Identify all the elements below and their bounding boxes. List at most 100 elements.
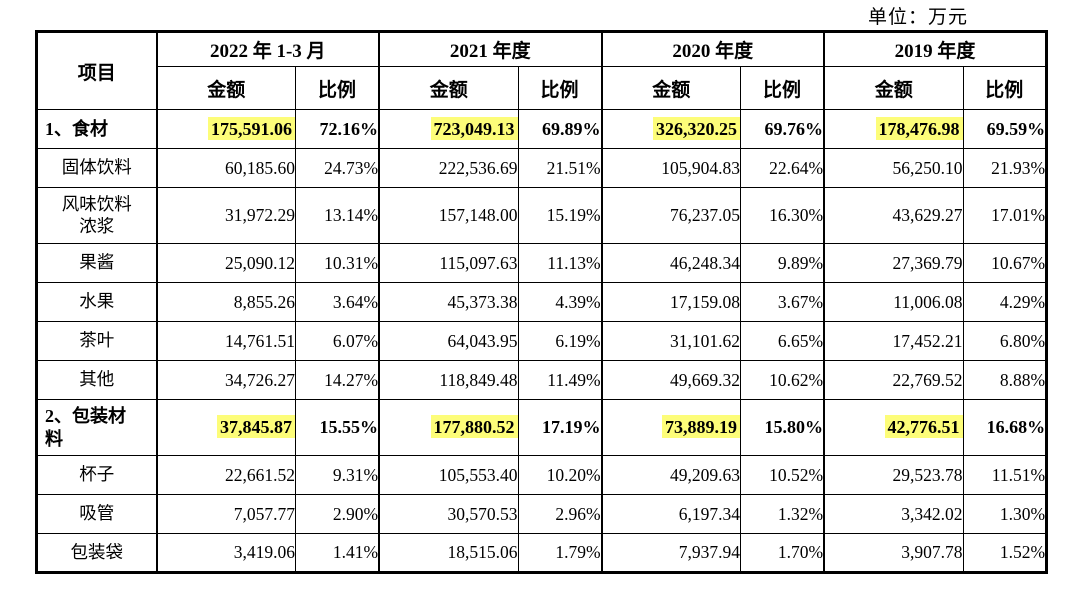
amount-value: 723,049.13 (430, 116, 518, 140)
amount-cell: 222,536.69 (378, 148, 519, 188)
unit-label: 单位：万元 (867, 7, 968, 28)
amount-cell: 105,553.40 (378, 455, 519, 495)
ratio-value: 15.80% (764, 417, 824, 437)
ratio-cell: 6.65% (740, 321, 825, 361)
table-row: 包装袋 3,419.06 1.41% 18,515.06 1.79% 7,937.94 1.… (36, 533, 1048, 573)
amount-cell: 27,369.79 (823, 243, 964, 283)
ratio-cell: 9.31% (295, 455, 380, 495)
table-row: 吸管 7,057.77 2.90% 30,570.53 2.96% 6,197.34 1.3… (36, 494, 1048, 534)
ratio-value: 15.55% (319, 417, 379, 437)
ratio-cell: 6.19% (517, 321, 603, 361)
amount-value: 30,570.53 (447, 503, 518, 524)
ratio-value: 4.29% (999, 291, 1046, 312)
row-label: 其他 (36, 360, 157, 400)
ratio-value: 9.89% (777, 252, 824, 273)
ratio-value: 72.16% (319, 118, 379, 139)
amount-value: 29,523.78 (892, 464, 963, 485)
amount-cell: 45,373.38 (378, 282, 519, 322)
ratio-cell: 10.20% (517, 455, 603, 495)
amount-value: 11,006.08 (893, 291, 963, 312)
amount-cell: 18,515.06 (378, 533, 519, 573)
ratio-cell: 69.89% (517, 109, 603, 149)
ratio-value: 10.62% (769, 369, 824, 390)
row-label: 水果 (36, 282, 157, 322)
table-row: 水果 8,855.26 3.64% 45,373.38 4.39% 17,159.08 3.… (36, 282, 1048, 322)
ratio-cell: 21.93% (962, 148, 1048, 188)
ratio-cell: 21.51% (517, 148, 603, 188)
amount-value: 25,090.12 (225, 252, 295, 273)
ratio-value: 69.76% (764, 118, 824, 139)
ratio-cell: 24.73% (295, 148, 380, 188)
amount-cell: 37,845.87 (155, 399, 296, 456)
ratio-cell: 4.39% (517, 282, 603, 322)
row-label: 风味饮料 浓浆 (36, 187, 157, 244)
ratio-value: 2.90% (332, 503, 379, 524)
amount-cell: 56,250.10 (823, 148, 964, 188)
amount-cell: 60,185.60 (155, 148, 296, 188)
amount-value: 326,320.25 (653, 116, 740, 140)
ratio-cell: 4.29% (962, 282, 1048, 322)
sub-header-row: 金额 比例 金额 比例 金额 比例 金额 比例 (37, 66, 1048, 110)
ratio-value: 1.32% (777, 503, 824, 524)
ratio-value: 10.31% (324, 252, 379, 273)
ratio-value: 16.68% (986, 417, 1046, 437)
amount-cell: 3,342.02 (823, 494, 964, 534)
ratio-cell: 15.55% (295, 399, 380, 456)
amount-value: 49,669.32 (670, 369, 741, 390)
amount-value: 6,197.34 (678, 503, 741, 524)
amount-cell: 46,248.34 (600, 243, 742, 283)
ratio-value: 1.79% (555, 542, 601, 562)
amount-value: 45,373.38 (447, 291, 518, 312)
ratio-value: 10.52% (769, 464, 824, 485)
amount-cell: 76,237.05 (600, 187, 742, 244)
ratio-value: 6.80% (999, 330, 1046, 351)
table-row: 固体饮料 60,185.60 24.73% 222,536.69 21.51% 105,9… (36, 148, 1048, 188)
ratio-cell: 17.01% (962, 187, 1048, 244)
ratio-value: 17.01% (991, 205, 1046, 225)
period-header-row: 项目 2022 年 1-3 月 2021 年度 2020 年度 2019 年度 (36, 31, 1048, 110)
ratio-cell: 3.67% (740, 282, 825, 322)
ratio-cell: 69.76% (740, 109, 825, 149)
ratio-value: 69.59% (986, 118, 1046, 139)
row-label: 吸管 (36, 494, 157, 534)
ratio-value: 10.20% (546, 464, 601, 485)
amount-value: 7,057.77 (233, 503, 295, 524)
ratio-value: 1.70% (777, 542, 824, 562)
amount-cell: 177,880.52 (378, 399, 519, 456)
amount-cell: 17,159.08 (600, 282, 742, 322)
amount-value: 18,515.06 (447, 542, 518, 562)
amount-cell: 30,570.53 (378, 494, 519, 534)
financial-table: 项目 2022 年 1-3 月 2021 年度 2020 年度 2019 年度 … (35, 30, 1049, 574)
ratio-value: 2.96% (555, 503, 601, 524)
period-header-2019: 2019 年度 (823, 31, 1048, 67)
amount-header: 金额 (155, 66, 296, 110)
amount-value: 22,769.52 (892, 369, 963, 390)
amount-value: 17,452.21 (892, 330, 963, 351)
amount-value: 27,369.79 (892, 252, 963, 273)
ratio-value: 9.31% (332, 464, 379, 485)
ratio-value: 21.51% (546, 157, 601, 178)
ratio-cell: 10.52% (740, 455, 825, 495)
ratio-value: 6.07% (332, 330, 379, 351)
table-row: 茶叶 14,761.51 6.07% 64,043.95 6.19% 31,101.62 6… (36, 321, 1048, 361)
ratio-cell: 8.88% (962, 360, 1048, 400)
ratio-cell: 1.52% (962, 533, 1048, 573)
period-header-2021: 2021 年度 (378, 31, 603, 67)
ratio-cell: 10.31% (295, 243, 380, 283)
ratio-value: 69.89% (542, 118, 601, 139)
row-label: 1、食材 (36, 109, 157, 149)
amount-value: 8,855.26 (233, 291, 295, 312)
amount-value: 42,776.51 (884, 415, 963, 438)
ratio-header: 比例 (962, 66, 1048, 110)
ratio-value: 1.30% (999, 503, 1046, 524)
row-label: 杯子 (36, 455, 157, 495)
ratio-value: 1.41% (332, 542, 379, 562)
ratio-cell: 11.13% (517, 243, 603, 283)
amount-cell: 6,197.34 (600, 494, 742, 534)
amount-value: 22,661.52 (225, 464, 295, 485)
row-label: 2、包装材 料 (36, 399, 157, 456)
amount-value: 73,889.19 (662, 415, 740, 438)
amount-value: 64,043.95 (447, 330, 518, 351)
ratio-value: 15.19% (546, 205, 601, 225)
ratio-value: 11.13% (547, 252, 601, 273)
